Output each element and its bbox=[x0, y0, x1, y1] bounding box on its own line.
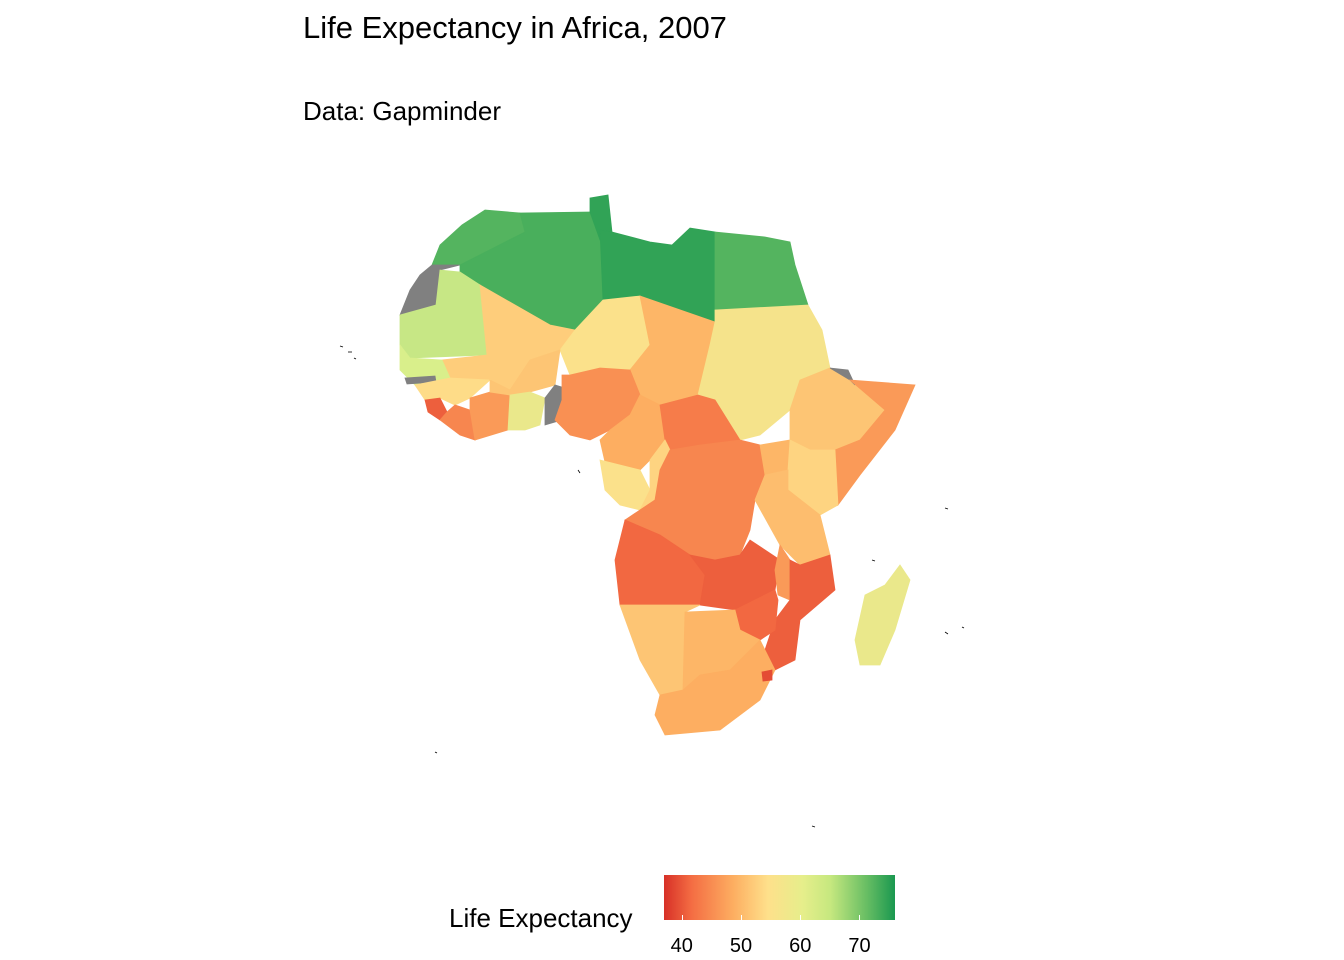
island-1 bbox=[434, 751, 438, 754]
region-swaziland bbox=[761, 669, 773, 682]
legend-colorbar bbox=[664, 875, 895, 920]
island-2 bbox=[811, 825, 816, 828]
legend-tick-label: 60 bbox=[789, 935, 812, 957]
region-mauritania bbox=[399, 269, 488, 359]
legend-tick bbox=[800, 915, 802, 920]
island-sao-tome bbox=[577, 469, 581, 474]
legend-tick bbox=[859, 915, 861, 920]
island-mauritius-1 bbox=[944, 631, 949, 635]
region-sudan bbox=[697, 304, 831, 441]
region-uganda bbox=[759, 439, 791, 476]
region-egypt bbox=[714, 231, 809, 311]
island-seychelles bbox=[944, 507, 949, 510]
island-comoros bbox=[871, 559, 876, 562]
legend-tick-label: 70 bbox=[848, 935, 871, 957]
region-cote-divoire bbox=[469, 391, 511, 441]
region-south-africa bbox=[654, 639, 776, 736]
legend-tick-label: 50 bbox=[729, 935, 753, 957]
legend-ticks bbox=[664, 915, 895, 926]
legend-tick bbox=[741, 915, 742, 920]
region-eritrea bbox=[829, 367, 856, 386]
legend-tick-label: 40 bbox=[670, 935, 693, 957]
chart-title: Life Expectancy in Africa, 2007 bbox=[303, 10, 727, 45]
islands bbox=[339, 345, 965, 828]
region-madagascar bbox=[854, 564, 911, 666]
chart-subtitle: Data: Gapminder bbox=[303, 96, 501, 126]
region-malawi bbox=[774, 543, 791, 601]
legend-title: Life Expectancy bbox=[449, 903, 633, 933]
region-ghana bbox=[507, 391, 546, 431]
island-mauritius-2 bbox=[961, 626, 965, 629]
legend-tick bbox=[681, 915, 683, 920]
island-cape-verde-1 bbox=[339, 345, 344, 348]
island-cape-verde-3 bbox=[353, 357, 357, 360]
